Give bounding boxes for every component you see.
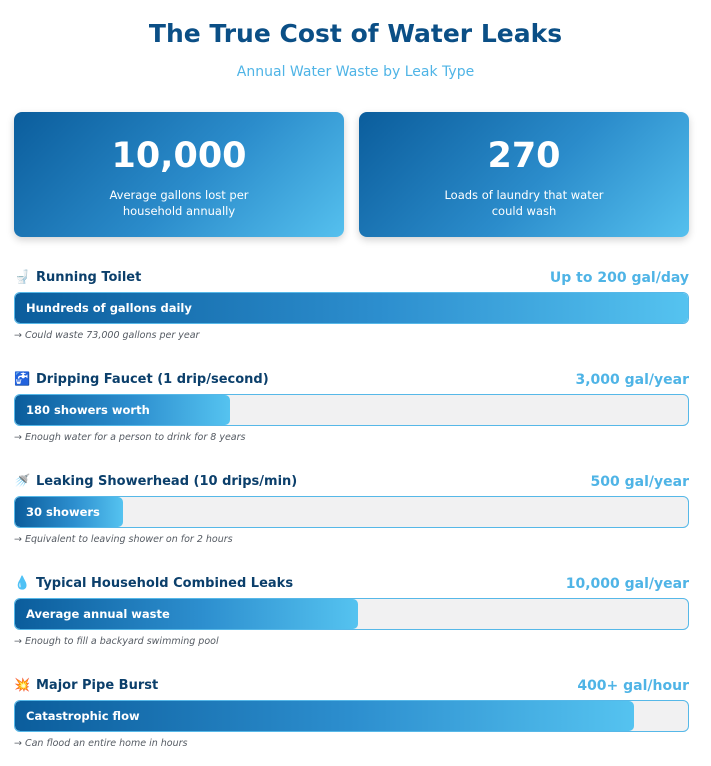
faucet-icon: 🚰 [14, 372, 31, 387]
bar-text: Catastrophic flow [26, 709, 140, 723]
bar [15, 701, 634, 731]
bar-track: 180 showers worth [14, 394, 689, 426]
row-header: 💧 Typical Household Combined Leaks 10,000 … [14, 574, 689, 594]
category-label: Dripping Faucet (1 drip/second) [36, 372, 269, 387]
leak-row: 🚿 Leaking Showerhead (10 drips/min) 500 ga… [14, 472, 689, 562]
page-subtitle: Annual Water Waste by Leak Type [236, 64, 475, 80]
shower-icon: 🚿 [14, 474, 31, 489]
row-note: → Enough to fill a backyard swimming poo… [14, 636, 219, 647]
bar-text: 180 showers worth [26, 403, 150, 417]
bar [15, 497, 123, 527]
stat-label: Loads of laundry that water could wash [444, 188, 604, 218]
row-note: → Equivalent to leaving shower on for 2 … [14, 534, 233, 545]
stat-value: 10,000 [111, 136, 247, 176]
value-label: 10,000 gal/year [565, 576, 689, 592]
category-label: Typical Household Combined Leaks [36, 576, 294, 591]
leak-row: 🚰 Dripping Faucet (1 drip/second) 3,000 ga… [14, 370, 689, 460]
bar-track: Catastrophic flow [14, 700, 689, 732]
category-label: Leaking Showerhead (10 drips/min) [36, 474, 298, 489]
row-note: → Enough water for a person to drink for… [14, 432, 246, 443]
value-label: 3,000 gal/year [575, 372, 689, 388]
toilet-icon: 🚽 [14, 270, 31, 285]
page-title: The True Cost of Water Leaks [148, 19, 563, 48]
row-note: → Can flood an entire home in hours [14, 738, 188, 749]
leak-row: 🚽 Running Toilet Up to 200 gal/day Hundreds… [14, 268, 689, 358]
row-note: → Could waste 73,000 gallons per year [14, 330, 200, 341]
bar [15, 395, 230, 425]
value-label: Up to 200 gal/day [549, 270, 689, 286]
burst-icon: 💥 [14, 678, 31, 693]
row-header: 🚰 Dripping Faucet (1 drip/second) 3,000 ga… [14, 370, 689, 390]
value-label: 400+ gal/hour [577, 678, 689, 694]
droplet-icon: 💧 [14, 576, 31, 591]
category-label: Major Pipe Burst [36, 678, 159, 693]
stat-value: 270 [487, 136, 561, 176]
leak-row: 💥 Major Pipe Burst 400+ gal/hour Catastroph… [14, 676, 689, 766]
stat-card-laundry: 270 Loads of laundry that water could wa… [359, 112, 689, 237]
value-label: 500 gal/year [590, 474, 689, 490]
stat-card-gallons: 10,000 Average gallons lost per househol… [14, 112, 344, 237]
bar-track: Hundreds of gallons daily [14, 292, 689, 324]
leak-row: 💧 Typical Household Combined Leaks 10,000 … [14, 574, 689, 664]
bar-track: Average annual waste [14, 598, 689, 630]
category-label: Running Toilet [36, 270, 142, 285]
bar-text: 30 showers [26, 505, 100, 519]
row-header: 💥 Major Pipe Burst 400+ gal/hour [14, 676, 689, 696]
bar-text: Average annual waste [26, 607, 170, 621]
stat-label: Average gallons lost per household annua… [109, 188, 249, 218]
bar [15, 599, 358, 629]
row-header: 🚿 Leaking Showerhead (10 drips/min) 500 ga… [14, 472, 689, 492]
bar [15, 293, 688, 323]
row-header: 🚽 Running Toilet Up to 200 gal/day [14, 268, 689, 288]
bar-text: Hundreds of gallons daily [26, 301, 192, 315]
bar-track: 30 showers [14, 496, 689, 528]
